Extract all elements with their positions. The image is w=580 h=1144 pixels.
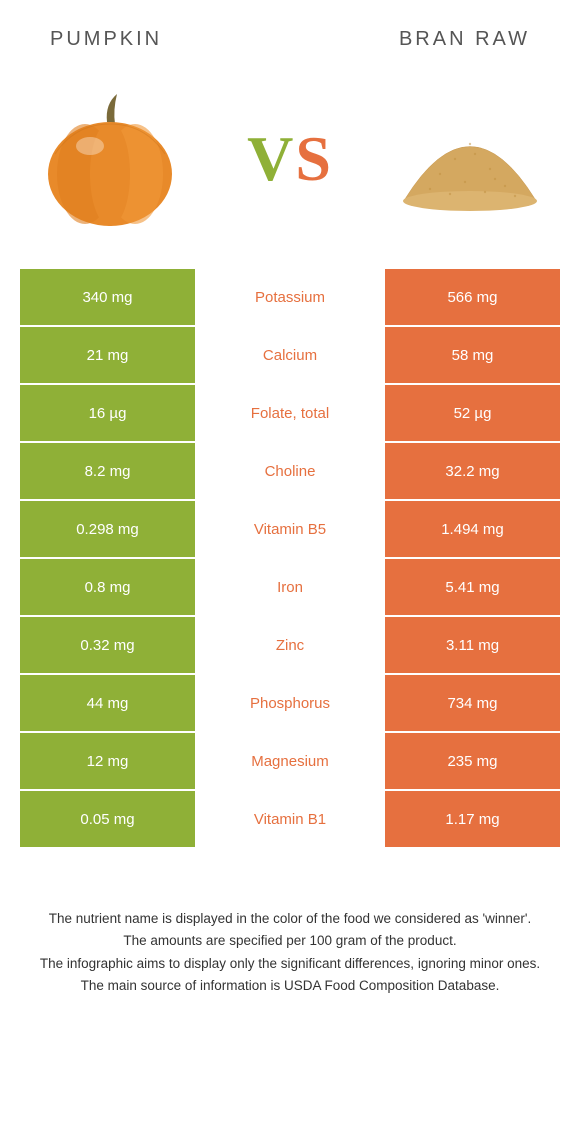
right-value-cell: 52 µg [385,385,560,441]
footer-line-1: The nutrient name is displayed in the co… [30,909,550,929]
nutrient-name-cell: Calcium [195,327,385,383]
pumpkin-icon [35,84,185,234]
nutrient-name-cell: Magnesium [195,733,385,789]
right-value-cell: 566 mg [385,269,560,325]
table-row: 44 mgPhosphorus734 mg [20,675,560,731]
footer-notes: The nutrient name is displayed in the co… [0,849,580,996]
table-row: 0.8 mgIron5.41 mg [20,559,560,615]
left-food-title: Pumpkin [50,28,162,51]
vs-v-letter: V [247,122,295,196]
footer-line-4: The main source of information is USDA F… [30,976,550,996]
left-value-cell: 0.298 mg [20,501,195,557]
right-value-cell: 734 mg [385,675,560,731]
left-value-cell: 340 mg [20,269,195,325]
left-value-cell: 8.2 mg [20,443,195,499]
left-value-cell: 0.8 mg [20,559,195,615]
right-value-cell: 32.2 mg [385,443,560,499]
table-row: 16 µgFolate, total52 µg [20,385,560,441]
table-row: 0.05 mgVitamin B11.17 mg [20,791,560,847]
hero-section: VS [0,61,580,269]
nutrient-name-cell: Zinc [195,617,385,673]
vs-label: VS [247,122,333,196]
footer-line-2: The amounts are specified per 100 gram o… [30,931,550,951]
left-value-cell: 0.32 mg [20,617,195,673]
right-value-cell: 1.17 mg [385,791,560,847]
left-value-cell: 12 mg [20,733,195,789]
table-row: 8.2 mgCholine32.2 mg [20,443,560,499]
table-row: 21 mgCalcium58 mg [20,327,560,383]
left-value-cell: 44 mg [20,675,195,731]
nutrient-name-cell: Choline [195,443,385,499]
table-row: 340 mgPotassium566 mg [20,269,560,325]
table-row: 0.298 mgVitamin B51.494 mg [20,501,560,557]
right-value-cell: 5.41 mg [385,559,560,615]
header: Pumpkin Bran raw [0,0,580,61]
bran-image [390,79,550,239]
right-food-title: Bran raw [399,28,530,51]
nutrient-name-cell: Folate, total [195,385,385,441]
bran-icon [395,104,545,214]
nutrient-name-cell: Potassium [195,269,385,325]
table-row: 0.32 mgZinc3.11 mg [20,617,560,673]
left-value-cell: 16 µg [20,385,195,441]
nutrient-table: 340 mgPotassium566 mg21 mgCalcium58 mg16… [0,269,580,847]
pumpkin-image [30,79,190,239]
left-value-cell: 21 mg [20,327,195,383]
nutrient-name-cell: Phosphorus [195,675,385,731]
vs-s-letter: S [295,122,333,196]
right-value-cell: 1.494 mg [385,501,560,557]
nutrient-name-cell: Iron [195,559,385,615]
right-value-cell: 235 mg [385,733,560,789]
right-value-cell: 3.11 mg [385,617,560,673]
right-value-cell: 58 mg [385,327,560,383]
footer-line-3: The infographic aims to display only the… [30,954,550,974]
table-row: 12 mgMagnesium235 mg [20,733,560,789]
nutrient-name-cell: Vitamin B5 [195,501,385,557]
left-value-cell: 0.05 mg [20,791,195,847]
nutrient-name-cell: Vitamin B1 [195,791,385,847]
